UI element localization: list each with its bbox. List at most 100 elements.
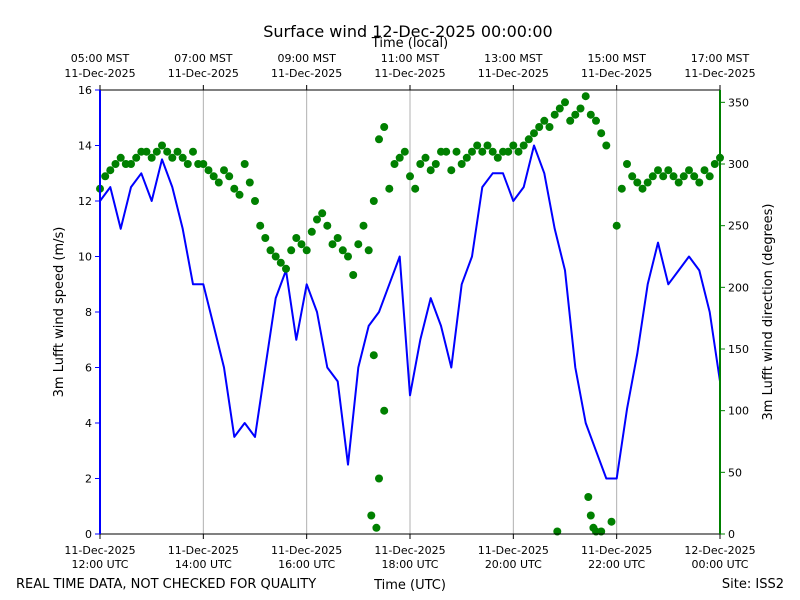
direction-point (214, 178, 223, 187)
direction-point (535, 123, 544, 131)
direction-point (514, 147, 523, 156)
x-top-tick-time: 15:00 MST (587, 52, 646, 65)
direction-point (323, 221, 332, 230)
direction-point (468, 147, 476, 156)
direction-point (168, 153, 177, 162)
direction-point (287, 246, 296, 255)
direction-point (416, 160, 425, 168)
y-left-tick-label: 8 (85, 306, 92, 319)
axes: 0 2 4 6 8 10 12 14 16 0 50 100 150 200 250 300 350 11-Dec… (64, 52, 755, 571)
direction-point (101, 172, 110, 181)
x-top-tick-time: 17:00 MST (691, 52, 750, 65)
y-left-tick-label: 6 (85, 362, 92, 375)
quality-note: REAL TIME DATA, NOT CHECKED FOR QUALITY (16, 577, 316, 592)
x-top-tick-date: 11-Dec-2025 (64, 67, 135, 80)
direction-point (271, 252, 280, 261)
y-right-tick-label: 100 (728, 405, 749, 418)
direction-point (581, 92, 590, 101)
direction-point (586, 110, 595, 119)
direction-point (638, 184, 647, 193)
direction-point (359, 221, 368, 230)
direction-point (333, 234, 342, 242)
direction-point (318, 209, 327, 218)
direction-point (623, 160, 631, 168)
direction-point (555, 104, 564, 113)
direction-point (659, 172, 668, 181)
x-top-tick-date: 11-Dec-2025 (271, 67, 342, 80)
direction-point (240, 160, 249, 168)
direction-point (261, 234, 270, 242)
direction-point (524, 135, 533, 144)
direction-point (390, 160, 399, 168)
direction-point (256, 221, 265, 230)
direction-point (705, 172, 714, 181)
direction-point (183, 160, 192, 168)
direction-point (457, 160, 466, 168)
x-top-tick-date: 11-Dec-2025 (168, 67, 239, 80)
direction-point (607, 517, 616, 526)
direction-point (584, 493, 593, 501)
y-left-tick-label: 12 (78, 195, 92, 208)
direction-point (483, 141, 492, 150)
x-bottom-tick-date: 11-Dec-2025 (271, 544, 342, 557)
x-bottom-tick-date: 11-Dec-2025 (64, 544, 135, 557)
direction-point (204, 166, 213, 175)
direction-point (111, 160, 120, 168)
direction-point (674, 178, 683, 187)
chart-title: Surface wind 12-Dec-2025 00:00:00 (263, 22, 552, 41)
direction-point (700, 166, 709, 175)
direction-point (178, 153, 187, 162)
direction-point (504, 147, 513, 156)
x-bottom-tick-date: 11-Dec-2025 (168, 544, 239, 557)
direction-point (685, 166, 693, 175)
direction-point (566, 116, 575, 125)
direction-point (664, 166, 673, 175)
direction-point (654, 166, 662, 175)
direction-point (367, 511, 376, 520)
direction-point (395, 153, 404, 162)
direction-point (679, 172, 688, 181)
direction-point (628, 172, 637, 181)
direction-point (406, 172, 414, 181)
direction-point (266, 246, 275, 255)
direction-point (550, 110, 559, 119)
direction-point (695, 178, 704, 187)
direction-point (597, 129, 606, 138)
direction-point (142, 147, 151, 156)
direction-point (313, 215, 321, 224)
x-bottom-tick-time: 18:00 UTC (381, 558, 438, 571)
direction-point (132, 153, 141, 162)
direction-point (586, 511, 595, 520)
direction-point (648, 172, 657, 181)
x-bottom-tick-date: 11-Dec-2025 (478, 544, 549, 557)
y-left-tick-label: 4 (85, 417, 92, 430)
x-bottom-tick-time: 20:00 UTC (485, 558, 542, 571)
direction-point (235, 190, 244, 199)
direction-point (545, 123, 554, 131)
direction-point (147, 153, 156, 162)
direction-point (643, 178, 652, 187)
x-top-tick-date: 11-Dec-2025 (374, 67, 445, 80)
direction-point (152, 147, 161, 156)
y-right-tick-label: 200 (728, 281, 749, 294)
x-bottom-tick-date: 11-Dec-2025 (581, 544, 652, 557)
y-left-tick-label: 10 (78, 251, 92, 264)
direction-point (442, 147, 451, 156)
direction-point (530, 129, 538, 138)
direction-point (369, 351, 378, 360)
x-bottom-tick-time: 14:00 UTC (175, 558, 232, 571)
direction-point (447, 166, 456, 175)
direction-point (116, 153, 125, 162)
x-bottom-tick-time: 16:00 UTC (278, 558, 335, 571)
direction-point (372, 523, 381, 532)
direction-point (592, 116, 600, 125)
direction-series (96, 92, 724, 536)
direction-point (478, 147, 487, 156)
x-top-tick-date: 11-Dec-2025 (478, 67, 549, 80)
direction-point (364, 246, 373, 255)
y-right-tick-label: 0 (728, 528, 735, 541)
grid-lines (202, 90, 618, 534)
direction-point (344, 252, 352, 261)
x-top-tick-time: 09:00 MST (277, 52, 336, 65)
y-right-tick-label: 50 (728, 466, 742, 479)
